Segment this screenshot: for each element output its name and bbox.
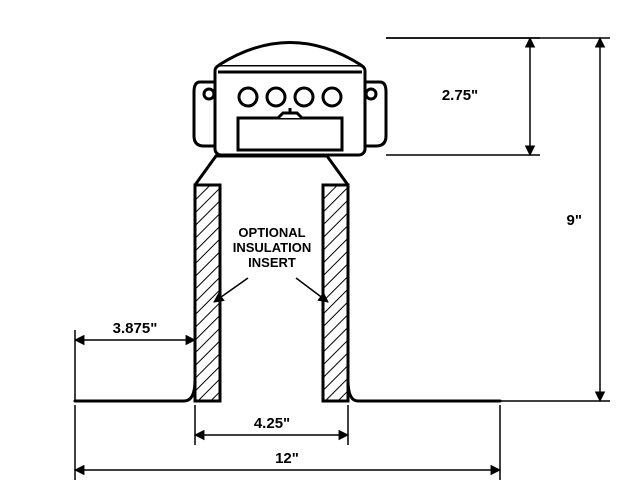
- insulation-right: [323, 185, 348, 401]
- cap-assembly: [194, 43, 386, 156]
- dim-overall-width-text: 12": [275, 450, 299, 467]
- dim-overall-height-text: 9": [567, 212, 582, 229]
- label-line-2: INSULATION: [233, 240, 311, 255]
- insulation-left: [195, 185, 220, 401]
- dim-cap-height: 2.75": [386, 38, 540, 155]
- dim-flange: 3.875": [75, 320, 195, 401]
- dim-inner-width-text: 4.25": [254, 415, 290, 432]
- body-outline: [75, 156, 500, 401]
- diagram-canvas: OPTIONAL INSULATION INSERT 2.75" 9" 3.87…: [0, 0, 632, 504]
- dim-cap-height-text: 2.75": [442, 87, 478, 104]
- label-line-1: OPTIONAL: [238, 225, 305, 240]
- insulation-label: OPTIONAL INSULATION INSERT: [214, 225, 328, 302]
- dim-overall-height: 9": [386, 38, 610, 401]
- dim-flange-text: 3.875": [113, 320, 158, 337]
- dim-inner-width: 4.25": [195, 405, 348, 445]
- label-line-3: INSERT: [248, 255, 296, 270]
